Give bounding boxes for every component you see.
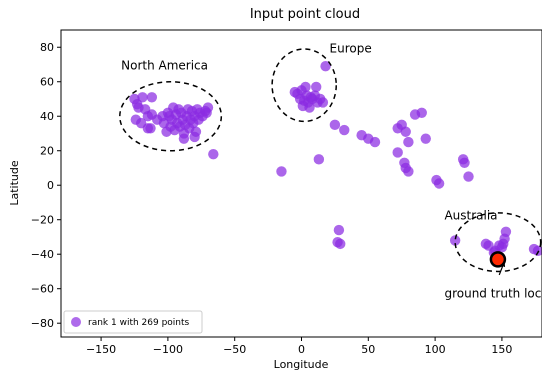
chart-title: Input point cloud [250, 7, 360, 22]
data-point [320, 61, 331, 72]
data-point [146, 92, 158, 103]
x-tick-label: −150 [86, 343, 116, 356]
data-point [400, 126, 411, 137]
data-point [369, 136, 381, 148]
data-point [145, 123, 156, 134]
data-point [333, 224, 345, 236]
data-point [532, 245, 542, 256]
x-axis-ticks: −150 −100 −50 0 50 100 150 [86, 337, 512, 356]
x-tick-label: −100 [153, 343, 183, 356]
points-layer [129, 61, 542, 263]
data-point [433, 178, 445, 189]
x-tick-label: 50 [361, 343, 375, 356]
y-tick-label: −60 [31, 283, 54, 296]
cluster-ellipse-europe [271, 48, 337, 123]
x-tick-label: −50 [223, 343, 246, 356]
annotation-layer: North America Europe Australia ground truth… [121, 41, 542, 300]
data-point [165, 121, 176, 132]
annotation-label: Europe [330, 41, 372, 55]
y-axis-label: Latitude [8, 160, 21, 206]
data-point [392, 147, 403, 158]
data-point [208, 148, 219, 160]
y-tick-label: −40 [31, 248, 54, 261]
data-point [310, 81, 322, 93]
y-tick-label: 80 [40, 41, 54, 54]
data-point [339, 124, 350, 136]
annotation-label: North America [121, 59, 208, 73]
legend: rank 1 with 269 points [63, 310, 203, 334]
y-tick-label: −20 [31, 214, 54, 227]
data-point [459, 157, 470, 169]
ellipse-layer [119, 48, 542, 273]
x-axis-label: Longitude [274, 358, 329, 371]
annotation-arrowhead [500, 261, 506, 268]
data-point [313, 154, 325, 165]
ground-truth-point [489, 251, 507, 268]
cluster-ellipse-north-america [119, 80, 223, 152]
data-point [416, 107, 427, 118]
data-point [276, 166, 287, 177]
legend-label: rank 1 with 269 points [88, 318, 190, 328]
data-point [300, 81, 311, 93]
data-point [305, 92, 317, 103]
data-point [202, 102, 214, 113]
x-tick-label: 150 [491, 343, 512, 356]
data-point [403, 136, 414, 148]
data-point [137, 92, 148, 103]
y-axis-ticks: 80 60 40 20 0 −20 −40 −60 −80 [31, 41, 61, 330]
legend-box [63, 310, 203, 334]
data-point [463, 171, 474, 182]
data-point [480, 238, 492, 250]
ground-truth-layer [489, 251, 507, 268]
data-point [152, 114, 163, 125]
y-tick-label: 20 [40, 145, 54, 158]
data-point [317, 97, 329, 108]
data-point [335, 238, 346, 250]
annotation-label: Australia [444, 209, 497, 223]
data-point [329, 119, 341, 131]
data-point [449, 235, 461, 246]
data-point [500, 226, 512, 237]
y-tick-label: −80 [31, 317, 54, 330]
x-tick-label: 0 [298, 343, 305, 356]
y-tick-label: 60 [40, 76, 54, 89]
data-point [403, 166, 414, 177]
annotation-label: ground truth locations [444, 286, 542, 300]
y-tick-label: 0 [47, 179, 54, 192]
y-tick-label: 40 [40, 110, 54, 123]
legend-marker [71, 317, 81, 327]
data-point [289, 86, 301, 98]
data-point [420, 133, 431, 144]
data-point [297, 100, 309, 112]
data-point [496, 242, 508, 253]
x-tick-label: 100 [425, 343, 446, 356]
data-point [189, 131, 200, 143]
cluster-ellipse-australia [454, 212, 542, 273]
data-point [178, 133, 190, 144]
